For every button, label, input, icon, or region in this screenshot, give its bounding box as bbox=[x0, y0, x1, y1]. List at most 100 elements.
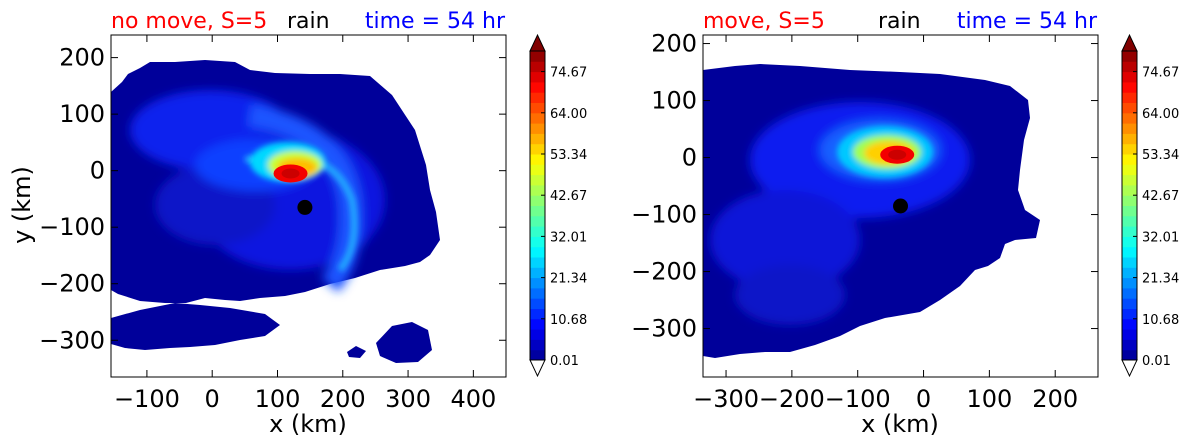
y-tick-label: 200 bbox=[651, 30, 697, 58]
colorbar-band bbox=[530, 154, 545, 165]
panel1-ticks: −100 0 100 200 300 400 200 100 0 −100 −200 −300 bbox=[39, 35, 506, 413]
panel2-rain-field bbox=[703, 64, 1040, 358]
x-tick-label: 0 bbox=[205, 385, 220, 413]
colorbar-tick-label: 32.01 bbox=[1142, 230, 1179, 245]
x-tick-label: 100 bbox=[966, 385, 1012, 413]
y-tick-label: −100 bbox=[39, 213, 105, 241]
colorbar-band bbox=[530, 92, 545, 103]
panel2-axes-frame bbox=[702, 34, 1099, 378]
colorbar-band bbox=[530, 112, 545, 124]
colorbar-band bbox=[530, 164, 545, 176]
colorbar-band bbox=[530, 174, 545, 186]
colorbar-band bbox=[1122, 143, 1137, 155]
colorbar-band bbox=[1122, 339, 1137, 351]
colorbar-band bbox=[530, 215, 545, 227]
colorbar-band bbox=[1122, 51, 1137, 62]
colorbar-tick-label: 21.34 bbox=[550, 272, 587, 287]
colorbar-band bbox=[530, 318, 545, 330]
colorbar-tick-label: 42.67 bbox=[550, 189, 587, 204]
colorbar-tick-label: 64.00 bbox=[550, 107, 587, 122]
colorbar-band bbox=[530, 329, 545, 340]
x-tick-label: 100 bbox=[255, 385, 301, 413]
panel-move: move, S=5 rain time = 54 hr −300 −200 −100… bbox=[631, 9, 1179, 438]
colorbar-tick-label: 0.01 bbox=[550, 354, 579, 369]
y-tick-label: 100 bbox=[59, 100, 105, 128]
colorbar-band bbox=[1122, 215, 1137, 227]
panel1-title-center: rain bbox=[287, 9, 330, 34]
colorbar-band bbox=[1122, 174, 1137, 186]
colorbar-tick-label: 53.34 bbox=[1142, 148, 1179, 163]
y-tick-label: 100 bbox=[651, 87, 697, 115]
panel2-data-marks bbox=[880, 145, 915, 214]
colorbar-band bbox=[530, 339, 545, 351]
colorbar-band bbox=[530, 102, 545, 114]
colorbar-band bbox=[1122, 246, 1137, 258]
y-tick-label: −300 bbox=[631, 315, 697, 343]
panel1-data-marks bbox=[273, 164, 313, 215]
colorbar-tick-label: 21.34 bbox=[1142, 272, 1179, 287]
colorbar-band bbox=[530, 133, 545, 145]
colorbar-tick-label: 10.68 bbox=[1142, 313, 1179, 328]
colorbar-band bbox=[530, 205, 545, 217]
y-tick-label: −300 bbox=[39, 326, 105, 354]
colorbar-band bbox=[1122, 308, 1137, 320]
x-tick-label: −100 bbox=[114, 385, 180, 413]
panel1-colorbar: 0.01 10.68 21.34 32.01 42.67 53.34 64.00 74.67 bbox=[529, 33, 587, 378]
panel1-xlabel: x (km) bbox=[269, 410, 347, 438]
colorbar-tick-label: 64.00 bbox=[1142, 107, 1179, 122]
colorbar-band bbox=[530, 71, 545, 83]
colorbar-band bbox=[1122, 102, 1137, 114]
colorbar-band bbox=[530, 184, 545, 196]
y-tick-label: −100 bbox=[631, 201, 697, 229]
colorbar-tick-label: 53.34 bbox=[550, 148, 587, 163]
colorbar-band bbox=[1122, 267, 1137, 279]
colorbar-extend-max bbox=[529, 33, 546, 52]
y-tick-label: 0 bbox=[682, 144, 697, 172]
colorbar-band bbox=[1122, 226, 1137, 237]
x-tick-label: 0 bbox=[916, 385, 931, 413]
colorbar-band bbox=[530, 143, 545, 155]
colorbar-tick-label: 74.67 bbox=[1142, 66, 1179, 81]
colorbar-band bbox=[530, 236, 545, 248]
y-tick-label: −200 bbox=[39, 270, 105, 298]
colorbar-band bbox=[1122, 164, 1137, 176]
y-tick-label: 200 bbox=[59, 44, 105, 72]
colorbar-band bbox=[530, 123, 545, 134]
panel1-axes-frame bbox=[110, 34, 507, 378]
panel1-rain-region-south bbox=[111, 303, 280, 350]
panel2-colorbar: 0.01 10.68 21.34 32.01 42.67 53.34 64.00 74.67 bbox=[1121, 33, 1179, 378]
colorbar-band bbox=[1122, 236, 1137, 248]
panel1-ylabel: y (km) bbox=[8, 166, 36, 244]
colorbar-band bbox=[1122, 133, 1137, 145]
colorbar-band bbox=[530, 81, 545, 93]
colorbar-band bbox=[530, 51, 545, 62]
panel1-rain-island-small bbox=[347, 346, 366, 358]
x-tick-label: −200 bbox=[759, 385, 825, 413]
colorbar-band bbox=[1122, 318, 1137, 330]
rain-peak-max bbox=[888, 149, 907, 160]
colorbar-frame bbox=[529, 50, 546, 361]
panel2-title-center: rain bbox=[878, 9, 921, 34]
colorbar-band bbox=[1122, 205, 1137, 217]
storm-center-marker bbox=[297, 199, 313, 215]
colorbar-tick-label: 32.01 bbox=[550, 230, 587, 245]
panel2-title-left: move, S=5 bbox=[703, 9, 825, 34]
colorbar-frame bbox=[1121, 50, 1138, 361]
colorbar-band bbox=[1122, 112, 1137, 124]
colorbar-extend-min bbox=[529, 359, 546, 378]
x-tick-label: 300 bbox=[385, 385, 431, 413]
x-tick-label: 200 bbox=[1032, 385, 1078, 413]
storm-center-marker bbox=[893, 198, 908, 214]
panel1-rain-island-east bbox=[376, 322, 432, 363]
colorbar-band bbox=[1122, 277, 1137, 289]
colorbar-band bbox=[530, 226, 545, 237]
colorbar-band bbox=[1122, 71, 1137, 83]
colorbar-band bbox=[1122, 287, 1137, 299]
colorbar-tick-label: 42.67 bbox=[1142, 189, 1179, 204]
colorbar-band bbox=[530, 267, 545, 279]
x-tick-label: −100 bbox=[825, 385, 891, 413]
colorbar-tick-label: 10.68 bbox=[550, 313, 587, 328]
panel2-xlabel: x (km) bbox=[861, 410, 939, 438]
colorbar-band bbox=[530, 257, 545, 268]
x-tick-label: 400 bbox=[450, 385, 496, 413]
